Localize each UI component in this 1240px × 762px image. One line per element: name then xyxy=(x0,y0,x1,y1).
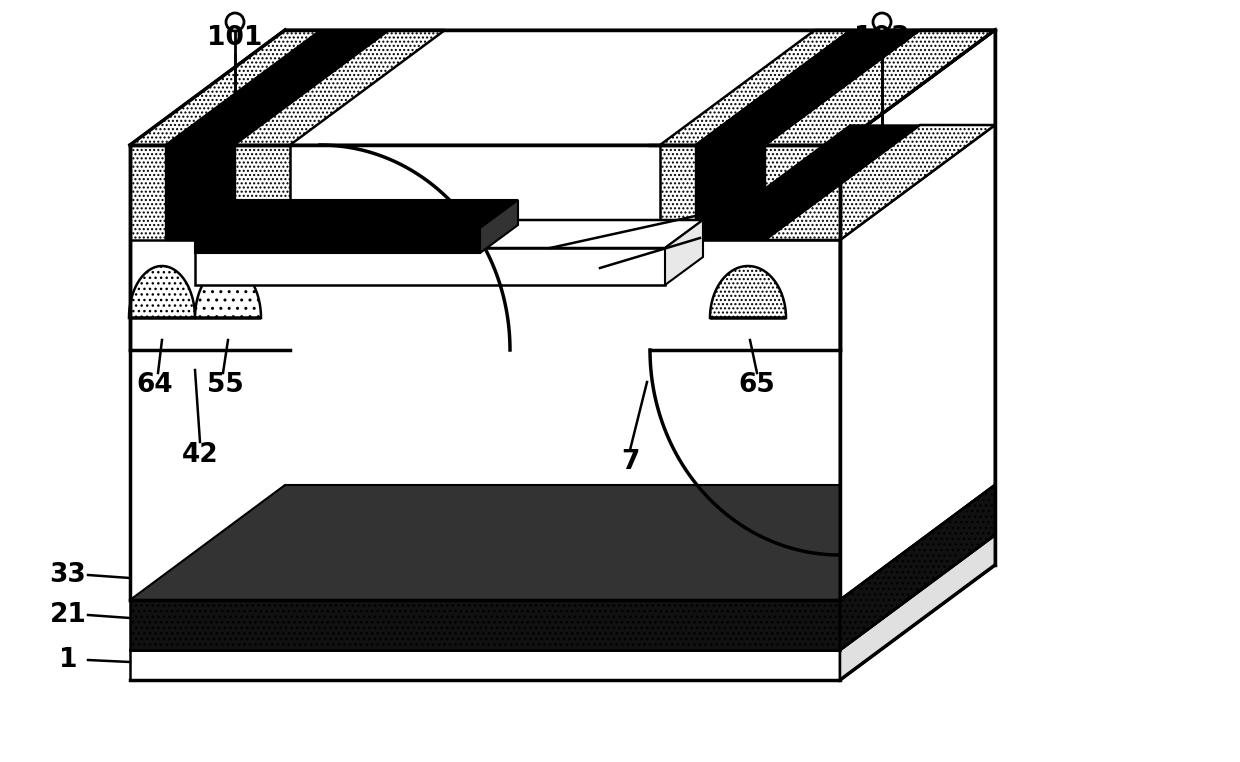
Text: 103: 103 xyxy=(854,25,910,51)
Text: 21: 21 xyxy=(50,602,87,628)
Polygon shape xyxy=(195,220,703,248)
Polygon shape xyxy=(839,30,994,600)
Polygon shape xyxy=(665,220,703,285)
Polygon shape xyxy=(129,266,195,318)
Polygon shape xyxy=(480,200,518,253)
Text: 33: 33 xyxy=(50,562,87,588)
Polygon shape xyxy=(195,248,665,285)
Text: 7: 7 xyxy=(621,449,639,475)
Polygon shape xyxy=(694,30,920,145)
Text: 42: 42 xyxy=(182,442,218,468)
Circle shape xyxy=(226,13,244,31)
Polygon shape xyxy=(165,145,236,240)
Polygon shape xyxy=(694,145,765,240)
Text: 101: 101 xyxy=(207,25,263,51)
Polygon shape xyxy=(130,30,994,145)
Polygon shape xyxy=(130,145,290,240)
Polygon shape xyxy=(765,125,994,240)
Polygon shape xyxy=(130,650,839,680)
Circle shape xyxy=(873,13,892,31)
Polygon shape xyxy=(839,485,994,650)
Polygon shape xyxy=(839,30,994,145)
Polygon shape xyxy=(694,125,920,240)
Polygon shape xyxy=(765,30,994,145)
Text: 9: 9 xyxy=(701,195,719,221)
Polygon shape xyxy=(660,30,994,145)
Text: 64: 64 xyxy=(136,372,174,398)
Text: 65: 65 xyxy=(739,372,775,398)
Polygon shape xyxy=(660,145,839,240)
Text: 1: 1 xyxy=(58,647,77,673)
Polygon shape xyxy=(130,30,445,145)
Polygon shape xyxy=(711,266,786,318)
Polygon shape xyxy=(839,535,994,680)
Polygon shape xyxy=(839,125,994,240)
Polygon shape xyxy=(839,535,994,680)
Polygon shape xyxy=(195,266,260,318)
Polygon shape xyxy=(195,228,480,253)
Polygon shape xyxy=(130,535,994,650)
Polygon shape xyxy=(130,485,994,600)
Polygon shape xyxy=(130,145,839,600)
Polygon shape xyxy=(839,485,994,650)
Polygon shape xyxy=(195,200,518,228)
Polygon shape xyxy=(130,600,839,650)
Text: 55: 55 xyxy=(207,372,243,398)
Polygon shape xyxy=(165,30,391,145)
Polygon shape xyxy=(694,30,920,145)
Text: 8: 8 xyxy=(701,219,719,245)
